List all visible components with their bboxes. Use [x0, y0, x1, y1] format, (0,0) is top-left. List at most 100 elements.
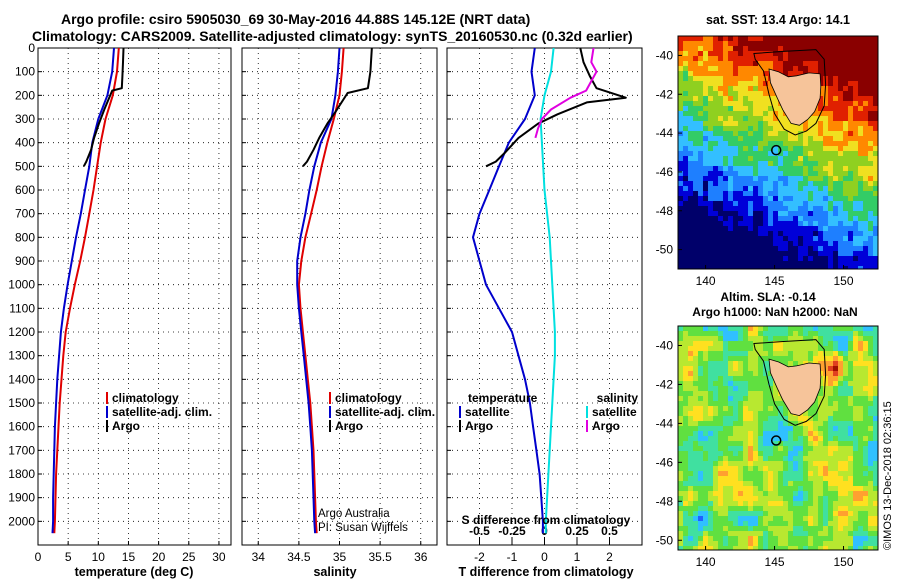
heatmap-cell — [863, 536, 869, 542]
heatmap-cell — [738, 536, 744, 542]
heatmap-cell — [828, 171, 834, 177]
heatmap-cell — [788, 441, 794, 447]
heatmap-cell — [868, 191, 874, 197]
heatmap-cell — [793, 61, 799, 67]
heatmap-cell — [703, 496, 709, 502]
heatmap-cell — [768, 536, 774, 542]
heatmap-cell — [728, 111, 734, 117]
heatmap-cell — [728, 526, 734, 532]
heatmap-cell — [873, 536, 878, 542]
heatmap-cell — [843, 126, 849, 132]
heatmap-cell — [768, 466, 774, 472]
heatmap-cell — [678, 361, 684, 367]
heatmap-cell — [773, 401, 779, 407]
heatmap-cell — [743, 141, 749, 147]
heatmap-cell — [843, 151, 849, 157]
heatmap-cell — [773, 261, 779, 267]
heatmap-cell — [758, 476, 764, 482]
heatmap-cell — [838, 221, 844, 227]
heatmap-cell — [718, 501, 724, 507]
heatmap-cell — [698, 71, 704, 77]
heatmap-cell — [808, 451, 814, 457]
heatmap-cell — [738, 191, 744, 197]
heatmap-cell — [683, 201, 689, 207]
heatmap-cell — [738, 426, 744, 432]
heatmap-cell — [803, 491, 809, 497]
heatmap-cell — [718, 181, 724, 187]
heatmap-cell — [773, 406, 779, 412]
heatmap-cell — [683, 371, 689, 377]
heatmap-cell — [773, 431, 779, 437]
heatmap-cell — [733, 261, 739, 267]
heatmap-cell — [873, 526, 878, 532]
heatmap-cell — [873, 326, 878, 332]
sst-map-panel: sat. SST: 13.4 Argo: 14.1 140 145 150-40-4… — [656, 13, 879, 288]
heatmap-cell — [783, 536, 789, 542]
heatmap-cell — [703, 251, 709, 257]
heatmap-cell — [833, 446, 839, 452]
heatmap-cell — [733, 176, 739, 182]
heatmap-cell — [788, 511, 794, 517]
heatmap-cell — [823, 356, 829, 362]
heatmap-cell — [843, 171, 849, 177]
heatmap-cell — [783, 56, 789, 62]
heatmap-cell — [713, 396, 719, 402]
heatmap-cell — [683, 86, 689, 92]
heatmap-cell — [763, 51, 769, 57]
heatmap-cell — [693, 461, 699, 467]
heatmap-cell — [683, 126, 689, 132]
heatmap-cell — [693, 56, 699, 62]
heatmap-cell — [718, 406, 724, 412]
heatmap-cell — [703, 201, 709, 207]
y-tick-label: 1600 — [8, 420, 35, 434]
heatmap-cell — [738, 76, 744, 82]
heatmap-cell — [778, 486, 784, 492]
heatmap-cell — [843, 131, 849, 137]
heatmap-cell — [768, 381, 774, 387]
difference-series — [472, 48, 627, 534]
heatmap-cell — [758, 231, 764, 237]
heatmap-cell — [783, 351, 789, 357]
heatmap-cell — [863, 211, 869, 217]
heatmap-cell — [743, 326, 749, 332]
heatmap-cell — [813, 221, 819, 227]
heatmap-cell — [823, 456, 829, 462]
heatmap-cell — [733, 161, 739, 167]
heatmap-cell — [753, 71, 759, 77]
heatmap-cell — [848, 131, 854, 137]
heatmap-cell — [723, 156, 729, 162]
heatmap-cell — [678, 71, 684, 77]
heatmap-cell — [723, 91, 729, 97]
x-tick-label: 10 — [92, 550, 106, 564]
heatmap-cell — [733, 186, 739, 192]
heatmap-cell — [868, 351, 874, 357]
heatmap-cell — [803, 66, 809, 72]
heatmap-cell — [823, 521, 829, 527]
heatmap-cell — [838, 171, 844, 177]
heatmap-cell — [838, 266, 844, 269]
heatmap-cell — [718, 386, 724, 392]
heatmap-cell — [848, 211, 854, 217]
heatmap-cell — [728, 366, 734, 372]
heatmap-cell — [688, 456, 694, 462]
heatmap-cell — [718, 506, 724, 512]
heatmap-cell — [838, 206, 844, 212]
heatmap-cell — [808, 201, 814, 207]
heatmap-cell — [708, 536, 714, 542]
sla-map-panel: Altim. SLA: -0.14 Argo h1000: NaN h2000:… — [656, 290, 879, 569]
heatmap-cell — [748, 251, 754, 257]
heatmap-cell — [678, 471, 684, 477]
heatmap-cell — [828, 126, 834, 132]
heatmap-cell — [848, 486, 854, 492]
heatmap-cell — [823, 531, 829, 537]
heatmap-cell — [778, 401, 784, 407]
map-x-tick-label: 150 — [834, 274, 854, 288]
heatmap-cell — [858, 56, 864, 62]
heatmap-cell — [768, 86, 774, 92]
heatmap-cell — [718, 36, 724, 42]
heatmap-cell — [818, 516, 824, 522]
legend-climatology-label: climatology — [112, 391, 179, 405]
heatmap-cell — [698, 446, 704, 452]
heatmap-cell — [848, 446, 854, 452]
heatmap-cell — [828, 191, 834, 197]
